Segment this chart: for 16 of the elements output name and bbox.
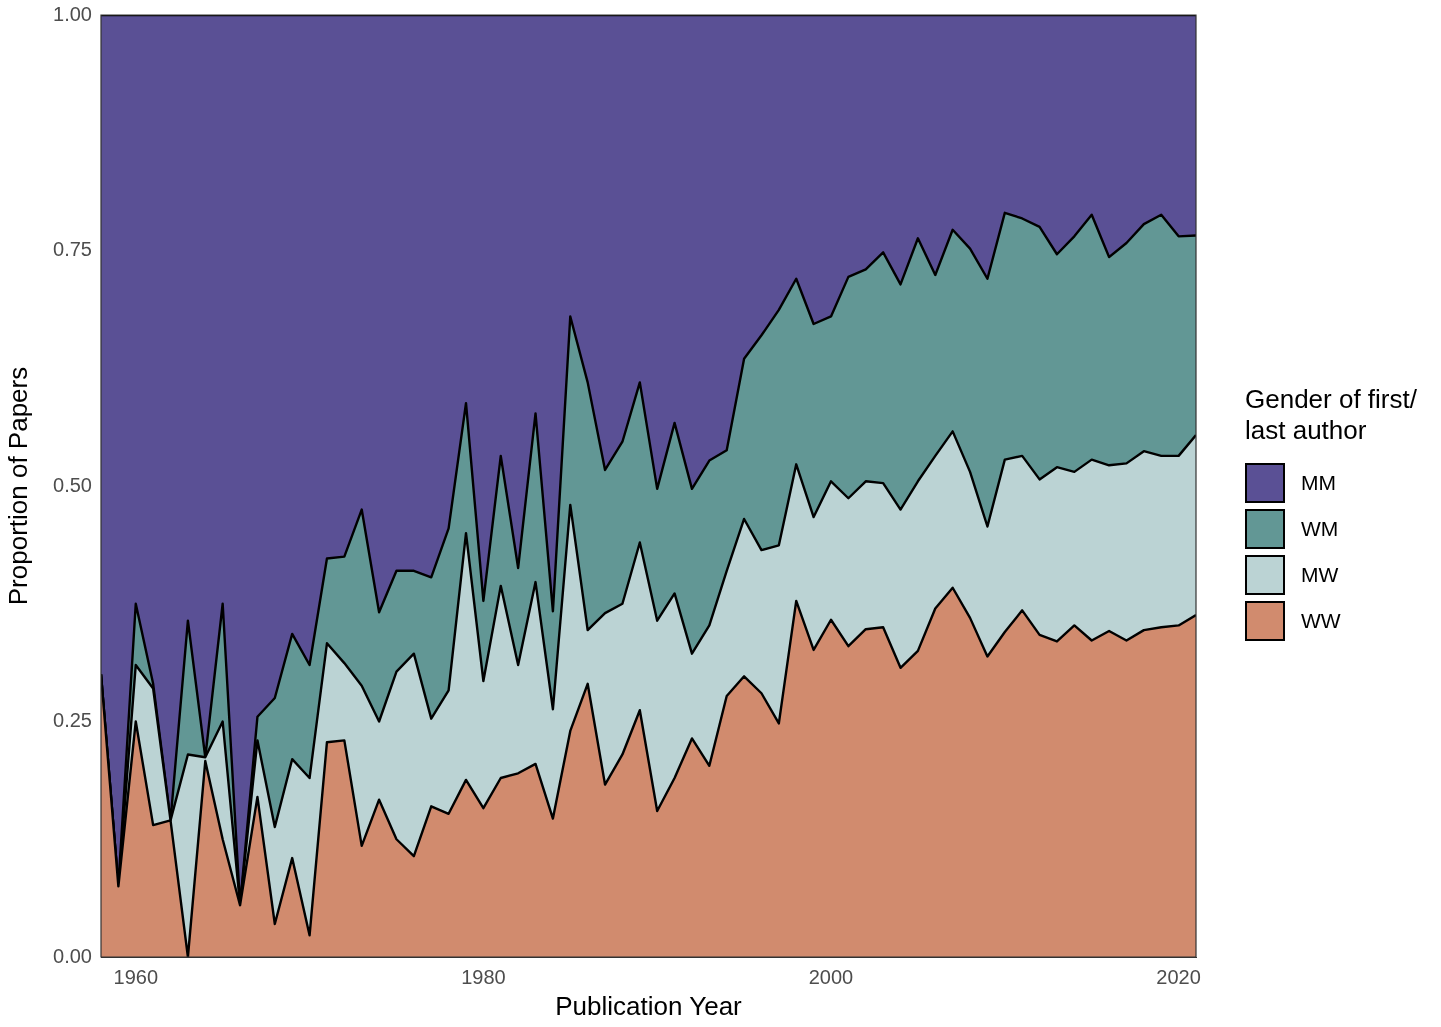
x-axis-title: Publication Year [555,990,743,1021]
x-tick-label: 2000 [808,965,854,988]
y-axis-title: Proportion of Papers [2,366,33,606]
legend-label: MM [1301,470,1336,495]
y-tick-label: 0.75 [53,238,92,261]
x-tick-label: 2020 [1156,965,1201,988]
y-tick-label: 0.00 [53,944,92,967]
x-tick-label: 1960 [113,965,159,988]
y-tick-label: 0.50 [53,473,92,496]
y-tick-label: 1.00 [53,2,92,25]
legend-title: Gender of first/ last author [1245,383,1418,446]
y-tick-label: 0.25 [53,709,92,732]
legend-label: WM [1301,516,1339,541]
x-tick-label: 1980 [461,965,506,988]
legend-label: WW [1301,608,1341,633]
legend-label: MW [1301,562,1339,587]
